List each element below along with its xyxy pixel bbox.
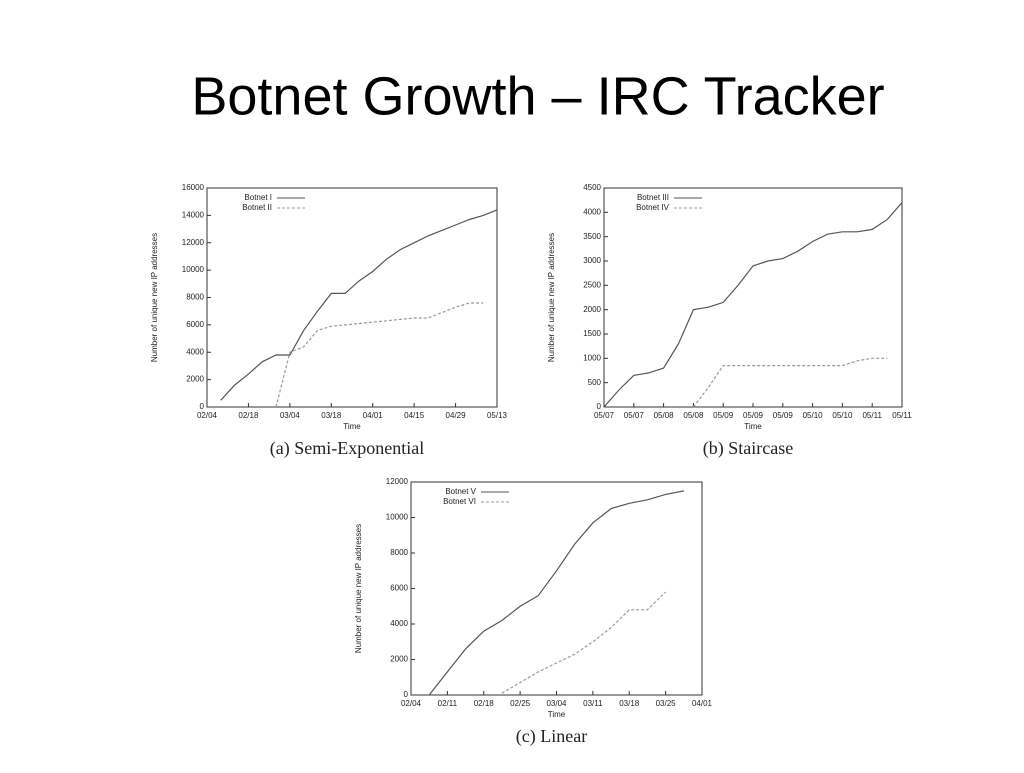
y-tick-label: 0 xyxy=(597,402,602,411)
y-tick-label: 0 xyxy=(200,402,205,411)
y-tick-label: 4000 xyxy=(390,619,408,628)
caption: (a) Semi-Exponential xyxy=(270,438,424,459)
x-tick-label: 05/07 xyxy=(594,411,615,420)
x-tick-label: 03/04 xyxy=(280,411,301,420)
x-axis-label: Time xyxy=(744,422,762,431)
x-tick-label: 02/18 xyxy=(474,699,495,708)
legend-label: Botnet V xyxy=(445,487,476,496)
y-tick-label: 8000 xyxy=(186,293,204,302)
x-tick-label: 05/08 xyxy=(654,411,675,420)
caption: (b) Staircase xyxy=(703,438,793,459)
y-tick-label: 1500 xyxy=(583,329,601,338)
x-tick-label: 04/15 xyxy=(404,411,425,420)
y-tick-label: 0 xyxy=(404,690,409,699)
y-tick-label: 2000 xyxy=(583,305,601,314)
series-line xyxy=(692,357,888,408)
series-line xyxy=(428,490,684,696)
legend-label: Botnet III xyxy=(637,193,669,202)
plot-frame xyxy=(603,187,903,408)
x-tick-label: 02/25 xyxy=(510,699,531,708)
x-tick-label: 02/18 xyxy=(238,411,259,420)
series-line xyxy=(275,302,484,408)
y-tick-label: 4000 xyxy=(583,207,601,216)
x-tick-label: 03/25 xyxy=(656,699,677,708)
legend-label: Botnet II xyxy=(242,203,272,212)
y-tick-label: 8000 xyxy=(390,548,408,557)
y-tick-label: 3000 xyxy=(583,256,601,265)
x-tick-label: 04/01 xyxy=(363,411,384,420)
x-tick-label: 03/18 xyxy=(321,411,342,420)
x-tick-label: 05/11 xyxy=(892,411,912,420)
caption: (c) Linear xyxy=(516,726,587,747)
x-tick-label: 02/04 xyxy=(197,411,218,420)
x-tick-label: 02/04 xyxy=(401,699,422,708)
y-tick-label: 16000 xyxy=(182,183,205,192)
y-tick-label: 2500 xyxy=(583,280,601,289)
legend-label: Botnet IV xyxy=(636,203,670,212)
x-tick-label: 03/04 xyxy=(546,699,567,708)
legend-label: Botnet VI xyxy=(443,497,476,506)
y-tick-label: 1000 xyxy=(583,353,601,362)
x-tick-label: 05/11 xyxy=(862,411,882,420)
y-axis-label: Number of unique new IP addresses xyxy=(354,524,363,653)
x-tick-label: 03/18 xyxy=(619,699,640,708)
y-axis-label: Number of unique new IP addresses xyxy=(547,233,556,362)
y-tick-label: 12000 xyxy=(386,477,409,486)
x-axis-label: Time xyxy=(343,422,361,431)
y-tick-label: 4500 xyxy=(583,183,601,192)
x-tick-label: 04/01 xyxy=(692,699,713,708)
x-tick-label: 05/07 xyxy=(624,411,645,420)
y-tick-label: 3500 xyxy=(583,232,601,241)
slide-title: Botnet Growth – IRC Tracker xyxy=(191,66,884,126)
y-tick-label: 14000 xyxy=(182,210,205,219)
y-tick-label: 10000 xyxy=(386,513,409,522)
x-axis-label: Time xyxy=(548,710,566,719)
series-line xyxy=(501,591,667,694)
y-tick-label: 4000 xyxy=(186,347,204,356)
x-tick-label: 05/13 xyxy=(487,411,508,420)
y-tick-label: 2000 xyxy=(390,655,408,664)
legend-label: Botnet I xyxy=(244,193,272,202)
y-tick-label: 12000 xyxy=(182,238,205,247)
x-tick-label: 02/11 xyxy=(438,699,458,708)
y-tick-label: 2000 xyxy=(186,375,204,384)
x-tick-label: 05/09 xyxy=(773,411,794,420)
x-tick-label: 05/10 xyxy=(803,411,824,420)
x-tick-label: 05/09 xyxy=(743,411,764,420)
x-tick-label: 04/29 xyxy=(446,411,467,420)
y-tick-label: 6000 xyxy=(390,584,408,593)
y-axis-label: Number of unique new IP addresses xyxy=(150,233,159,362)
y-tick-label: 500 xyxy=(588,378,602,387)
y-tick-label: 10000 xyxy=(182,265,205,274)
x-tick-label: 05/10 xyxy=(832,411,853,420)
series-line xyxy=(603,202,903,408)
x-tick-label: 05/09 xyxy=(713,411,734,420)
y-tick-label: 6000 xyxy=(186,320,204,329)
x-tick-label: 03/11 xyxy=(583,699,603,708)
plot-frame xyxy=(206,187,498,408)
x-tick-label: 05/08 xyxy=(683,411,704,420)
series-line xyxy=(220,209,498,401)
